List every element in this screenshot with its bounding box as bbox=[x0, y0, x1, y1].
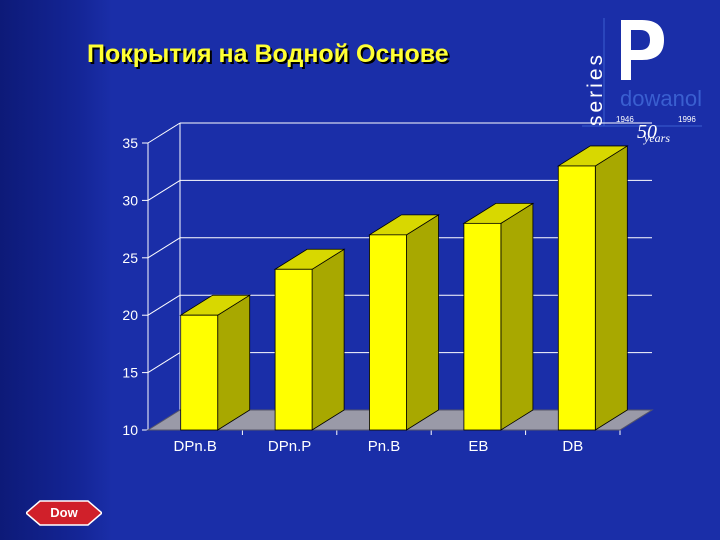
y-tick-label: 10 bbox=[122, 422, 138, 438]
bar-side bbox=[594, 145, 628, 431]
bar-side bbox=[500, 202, 534, 431]
x-tick-label: EB bbox=[468, 438, 488, 455]
gridline-diagonal bbox=[147, 122, 181, 144]
bar-front bbox=[180, 314, 219, 431]
bar-side bbox=[217, 294, 251, 431]
y-tick-label: 25 bbox=[122, 250, 138, 266]
bar bbox=[273, 248, 346, 431]
gridline-diagonal bbox=[147, 294, 181, 316]
bar bbox=[368, 214, 440, 431]
y-tick-label: 20 bbox=[122, 307, 138, 323]
bar-side bbox=[406, 214, 439, 431]
bar-front bbox=[463, 222, 502, 431]
y-tick-label: 35 bbox=[122, 135, 138, 151]
bar bbox=[462, 202, 535, 431]
left-band bbox=[0, 0, 112, 540]
x-tick-label: DPn.P bbox=[268, 438, 311, 455]
gridline-diagonal bbox=[147, 237, 181, 259]
bar-side bbox=[311, 248, 345, 431]
bar-front bbox=[274, 268, 313, 431]
x-tick-label: DPn.B bbox=[174, 438, 217, 455]
bar bbox=[556, 145, 629, 431]
bar-front bbox=[557, 165, 596, 431]
bars-layer bbox=[179, 145, 629, 431]
dowanol-series-logo: 1946 1996 50 years bbox=[582, 18, 702, 145]
bar-front bbox=[369, 234, 407, 431]
y-tick-label: 15 bbox=[122, 365, 138, 381]
gridline-diagonal bbox=[147, 352, 181, 374]
anniversary-number: 50 bbox=[637, 121, 657, 143]
p-mark-icon bbox=[621, 20, 664, 80]
labels-layer: 10 15 20 25 30 35 DPn.B DPn.P Pn.B EB DB bbox=[122, 135, 583, 455]
gridline-diagonal bbox=[147, 179, 181, 201]
x-tick-label: DB bbox=[562, 438, 583, 455]
dow-logo-text: Dow bbox=[50, 505, 78, 520]
x-tick-label: Pn.B bbox=[368, 438, 401, 455]
year-start: 1946 bbox=[616, 115, 634, 124]
anniversary-word: years bbox=[643, 131, 670, 145]
year-end: 1996 bbox=[678, 115, 696, 124]
slide-title: Покрытия на Водной Основе bbox=[87, 40, 449, 68]
dow-logo-icon bbox=[26, 500, 102, 526]
bar bbox=[179, 294, 252, 431]
y-tick-label: 30 bbox=[122, 192, 138, 208]
brand-name: dowanol bbox=[620, 86, 702, 111]
